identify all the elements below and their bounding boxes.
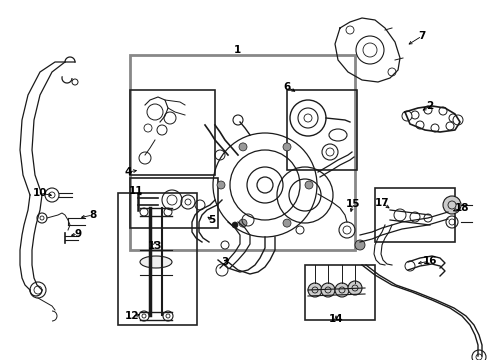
Text: 4: 4 xyxy=(124,167,131,177)
Circle shape xyxy=(445,122,453,130)
Text: 16: 16 xyxy=(422,256,436,266)
Circle shape xyxy=(448,114,456,122)
Circle shape xyxy=(217,181,224,189)
Bar xyxy=(130,178,218,228)
Text: 3: 3 xyxy=(221,257,228,267)
Circle shape xyxy=(239,143,246,151)
Circle shape xyxy=(423,106,431,114)
Text: 14: 14 xyxy=(328,314,343,324)
Text: 9: 9 xyxy=(74,229,81,239)
Circle shape xyxy=(305,181,312,189)
Text: 5: 5 xyxy=(208,215,215,225)
Text: 7: 7 xyxy=(417,31,425,41)
Ellipse shape xyxy=(140,256,172,268)
Bar xyxy=(130,90,215,175)
Circle shape xyxy=(283,143,290,151)
Circle shape xyxy=(438,107,446,115)
Circle shape xyxy=(283,219,290,227)
Bar xyxy=(374,188,454,242)
Text: 8: 8 xyxy=(89,210,97,220)
Text: 15: 15 xyxy=(345,199,360,209)
Circle shape xyxy=(307,283,321,297)
Circle shape xyxy=(415,121,423,129)
Circle shape xyxy=(320,283,334,297)
Circle shape xyxy=(239,219,246,227)
Bar xyxy=(118,193,197,325)
Bar xyxy=(286,90,356,170)
Circle shape xyxy=(354,240,364,250)
Circle shape xyxy=(442,196,460,214)
Text: 12: 12 xyxy=(124,311,139,321)
Text: 1: 1 xyxy=(233,45,240,55)
Bar xyxy=(305,265,374,320)
Circle shape xyxy=(231,222,238,228)
Circle shape xyxy=(401,111,411,121)
Text: 10: 10 xyxy=(33,188,47,198)
Text: 13: 13 xyxy=(147,241,162,251)
Text: 6: 6 xyxy=(283,82,290,92)
Bar xyxy=(130,55,354,250)
Circle shape xyxy=(334,283,348,297)
Text: 17: 17 xyxy=(374,198,388,208)
Circle shape xyxy=(347,281,361,295)
Circle shape xyxy=(410,111,418,119)
Circle shape xyxy=(452,115,462,125)
Text: 11: 11 xyxy=(128,186,143,196)
Text: 18: 18 xyxy=(454,203,468,213)
Circle shape xyxy=(430,124,438,132)
Text: 2: 2 xyxy=(426,101,433,111)
